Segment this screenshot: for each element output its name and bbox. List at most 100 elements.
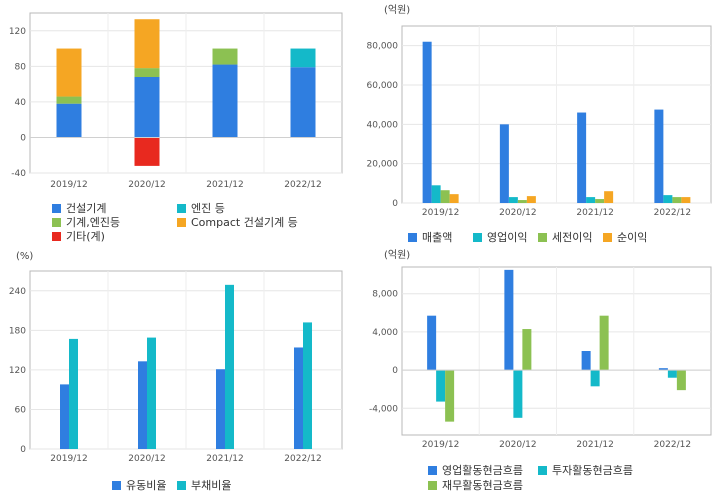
bar-건설기계 — [290, 67, 316, 138]
x-tick-label: 2022/12 — [284, 180, 321, 190]
legend-item-순이익: 순이익 — [603, 229, 647, 245]
bar-부채비율 — [303, 322, 312, 449]
y-tick-label: 60,000 — [367, 81, 399, 91]
bar-세전이익 — [440, 190, 450, 203]
legend-label: Compact 건설기계 등 — [191, 216, 298, 229]
bar-영업활동현금흐름 — [504, 269, 514, 371]
chart-4-legend: 영업활동현금흐름 투자활동현금흐름 재무활동현금흐름 — [360, 248, 720, 496]
y-tick-label: 80,000 — [367, 42, 399, 52]
legend-label: 기타(계) — [66, 230, 105, 243]
bar-Compact 건설기계 등 — [134, 19, 160, 69]
bar-유동비율 — [216, 369, 225, 449]
x-tick-label: 2019/12 — [50, 454, 87, 464]
bar-순이익 — [526, 196, 536, 203]
y-tick-label: 0 — [392, 366, 398, 376]
bar-순이익 — [604, 191, 614, 203]
legend-item-재무활동현금흐름: 재무활동현금흐름 — [428, 477, 523, 493]
bar-매출액 — [577, 112, 587, 203]
legend-item-건설기계: 건설기계 — [52, 200, 106, 216]
x-tick-label: 2020/12 — [128, 180, 165, 190]
bar-영업활동현금흐름 — [658, 368, 668, 371]
bar-부채비율 — [147, 337, 156, 449]
bar-재무활동현금흐름 — [676, 370, 686, 391]
legend-swatch — [538, 465, 547, 475]
y-tick-label: 8,000 — [372, 290, 398, 300]
bar-영업이익 — [508, 197, 518, 203]
unit-label: (억원) — [384, 249, 410, 261]
x-tick-label: 2021/12 — [206, 180, 243, 190]
bar-건설기계 — [134, 77, 160, 138]
legend-item-엔진-등: 엔진 등 — [177, 200, 225, 216]
legend-item-기계-엔진등: 기계,엔진등 — [52, 214, 120, 230]
chart-4-svg: -4,000 0 4,000 8,000 2019/12 2020/12 2021/12 20… — [369, 249, 712, 450]
legend-swatch — [177, 480, 186, 490]
chart-2-legend: 매출액 영업이익 세전이익 순이익 — [360, 0, 720, 248]
legend-item-기타-계: 기타(계) — [52, 228, 105, 244]
chart-panel-business-segments: -40 0 40 80 120 2019/12 2020/12 2021/12 2022/12 … — [0, 0, 360, 248]
bar-영업이익 — [663, 195, 673, 203]
y-tick-label: 0 — [392, 199, 398, 209]
x-tick-label: 2019/12 — [50, 180, 87, 190]
chart-panel-ratios: 0 60 120 180 240 2019/12 2020/12 2021/12 2022/12… — [0, 248, 360, 496]
legend-item-부채비율: 부채비율 — [177, 477, 231, 493]
legend-swatch — [473, 232, 482, 242]
legend-swatch — [538, 232, 547, 242]
bar-투자활동현금흐름 — [590, 370, 600, 387]
legend-label: 영업이익 — [487, 231, 528, 244]
legend-label: 순이익 — [617, 231, 648, 244]
bar-매출액 — [654, 109, 664, 203]
legend-item-영업활동현금흐름: 영업활동현금흐름 — [428, 462, 523, 478]
bar-기계,엔진등 — [212, 48, 238, 65]
legend-label: 투자활동현금흐름 — [552, 464, 633, 477]
legend-item-세전이익: 세전이익 — [538, 229, 592, 245]
chart-1-legend: 건설기계 엔진 등 기계,엔진등 Compact 건설기계 등 기타(계) — [0, 0, 360, 248]
bar-세전이익 — [517, 200, 527, 203]
legend-swatch — [52, 203, 61, 213]
bar-기계,엔진등 — [134, 68, 160, 77]
legend-item-매출액: 매출액 — [408, 229, 452, 245]
legend-swatch — [408, 232, 417, 242]
legend-swatch — [52, 217, 61, 227]
legend-item-영업이익: 영업이익 — [473, 229, 527, 245]
legend-label: 기계,엔진등 — [66, 216, 121, 229]
bar-투자활동현금흐름 — [667, 370, 677, 378]
chart-1-svg: -40 0 40 80 120 2019/12 2020/12 2021/12 2022/12 — [9, 12, 343, 190]
legend-item-compact-건설기계-등: Compact 건설기계 등 — [177, 214, 298, 230]
bar-재무활동현금흐름 — [445, 370, 455, 422]
legend-swatch — [177, 217, 186, 227]
bar-영업활동현금흐름 — [581, 351, 591, 371]
y-tick-label: 0 — [20, 445, 26, 455]
x-tick-label: 2019/12 — [422, 440, 459, 450]
x-tick-label: 2021/12 — [576, 208, 613, 218]
legend-swatch — [52, 231, 61, 241]
legend-label: 부채비율 — [191, 479, 232, 492]
chart-3-svg: 0 60 120 180 240 2019/12 2020/12 2021/12 2022/12… — [9, 251, 343, 464]
bar-순이익 — [681, 197, 691, 203]
bar-기타(계) — [134, 137, 160, 166]
bar-매출액 — [499, 124, 509, 203]
bar-건설기계 — [212, 64, 238, 138]
legend-label: 유동비율 — [126, 479, 167, 492]
bar-유동비율 — [60, 384, 69, 449]
y-tick-label: -40 — [11, 169, 26, 179]
x-tick-label: 2019/12 — [422, 208, 459, 218]
y-tick-label: 60 — [15, 405, 27, 415]
y-tick-label: 180 — [9, 326, 26, 336]
y-tick-label: 4,000 — [372, 328, 398, 338]
bar-매출액 — [422, 41, 432, 203]
x-tick-label: 2020/12 — [499, 208, 536, 218]
chart-3-legend: 유동비율 부채비율 — [0, 248, 360, 496]
bar-투자활동현금흐름 — [436, 370, 446, 402]
y-tick-label: 40,000 — [367, 120, 399, 130]
x-tick-label: 2022/12 — [284, 454, 321, 464]
x-tick-label: 2021/12 — [206, 454, 243, 464]
bar-영업활동현금흐름 — [427, 315, 437, 371]
legend-label: 영업활동현금흐름 — [442, 464, 523, 477]
x-tick-label: 2022/12 — [654, 440, 691, 450]
x-tick-label: 2022/12 — [654, 208, 691, 218]
legend-swatch — [112, 480, 121, 490]
y-tick-label: 240 — [9, 287, 26, 297]
legend-label: 세전이익 — [552, 231, 593, 244]
chart-panel-cashflow: -4,000 0 4,000 8,000 2019/12 2020/12 2021/12 20… — [360, 248, 720, 496]
bar-세전이익 — [595, 199, 605, 203]
